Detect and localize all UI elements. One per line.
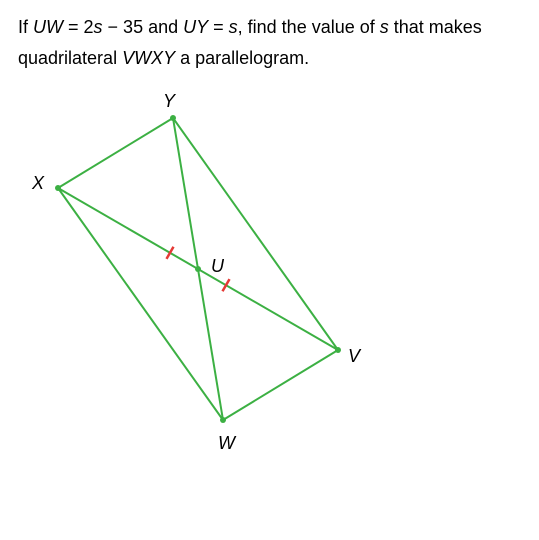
parallelogram-diagram: Y X U V W — [18, 88, 378, 468]
problem-statement: If UW = 2s − 35 and UY = s, find the val… — [18, 12, 521, 73]
label-X: X — [32, 173, 44, 194]
diagram-svg — [18, 88, 378, 468]
label-W: W — [218, 433, 235, 454]
problem-text-content: If UW = 2s − 35 and UY = s, find the val… — [18, 17, 482, 68]
label-Y: Y — [163, 91, 175, 112]
label-U: U — [211, 256, 224, 277]
label-V: V — [348, 346, 360, 367]
